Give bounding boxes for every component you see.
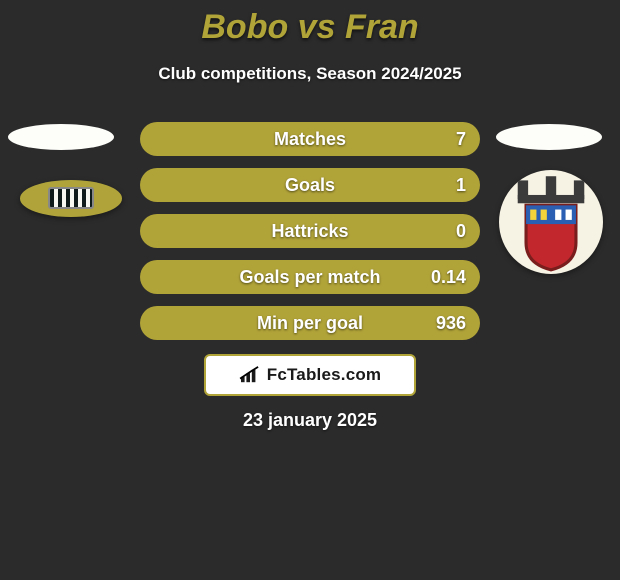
left-club-crest	[20, 180, 122, 217]
stat-row-goals-per-match: Goals per match 0.14	[140, 260, 480, 294]
brand-badge: FcTables.com	[204, 354, 416, 396]
stat-label: Min per goal	[257, 313, 363, 334]
stat-value-right: 0.14	[431, 267, 466, 288]
boavista-stripes-icon	[48, 187, 94, 209]
stat-row-matches: Matches 7	[140, 122, 480, 156]
stat-row-min-per-goal: Min per goal 936	[140, 306, 480, 340]
right-player-ellipse	[496, 124, 602, 150]
date-label: 23 january 2025	[0, 410, 620, 431]
comparison-card: Bobo vs Fran Club competitions, Season 2…	[0, 0, 620, 580]
stat-row-goals: Goals 1	[140, 168, 480, 202]
left-player-ellipse	[8, 124, 114, 150]
braga-crest-icon	[499, 170, 603, 274]
stat-value-right: 1	[456, 175, 466, 196]
stat-value-right: 936	[436, 313, 466, 334]
right-club-crest	[499, 170, 603, 274]
stat-value-right: 0	[456, 221, 466, 242]
stat-row-hattricks: Hattricks 0	[140, 214, 480, 248]
subtitle: Club competitions, Season 2024/2025	[0, 64, 620, 84]
page-title: Bobo vs Fran	[0, 8, 620, 47]
stat-value-right: 7	[456, 129, 466, 150]
bar-chart-icon	[239, 366, 261, 384]
stat-label: Goals	[285, 175, 335, 196]
stat-label: Goals per match	[239, 267, 380, 288]
stat-label: Matches	[274, 129, 346, 150]
brand-text: FcTables.com	[267, 365, 382, 385]
stat-label: Hattricks	[271, 221, 348, 242]
